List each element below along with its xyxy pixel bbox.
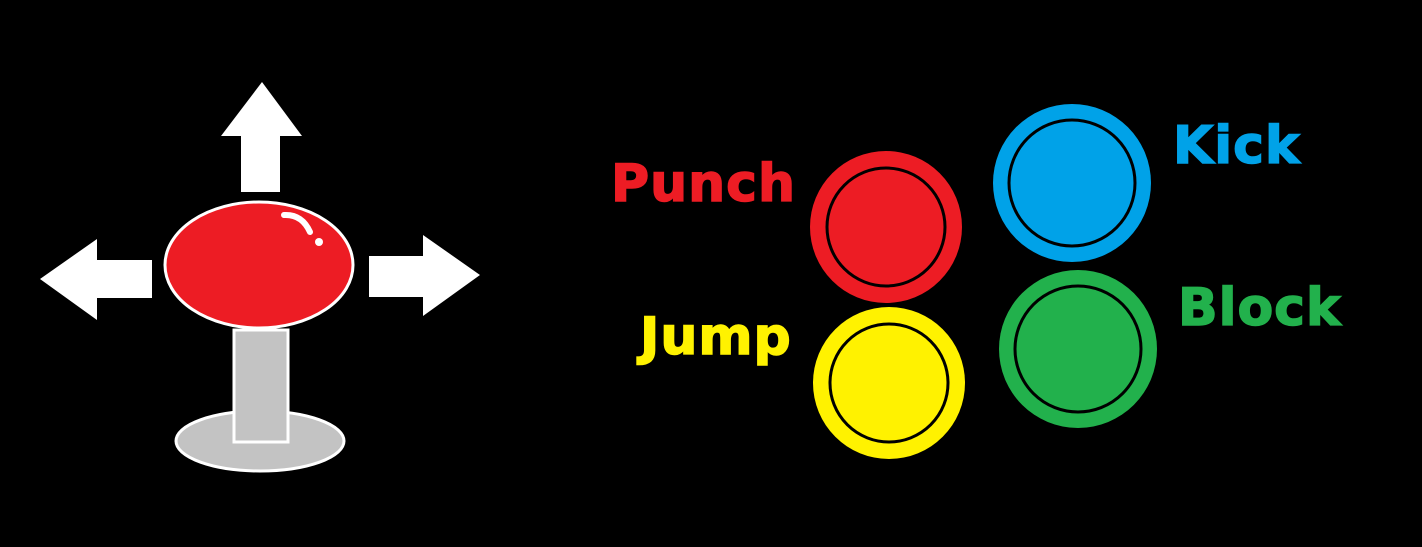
block-label: Block	[1177, 278, 1342, 338]
up-arrow-icon	[221, 82, 302, 192]
joystick-ball[interactable]	[163, 200, 355, 330]
kick-button[interactable]	[993, 104, 1151, 262]
punch-label: Punch	[610, 154, 796, 214]
block-button[interactable]	[999, 270, 1157, 428]
joystick-highlight-dot	[315, 238, 323, 246]
joystick-highlight	[281, 211, 313, 235]
jump-button[interactable]	[813, 307, 965, 459]
right-arrow-icon	[369, 235, 480, 316]
punch-button[interactable]	[810, 151, 962, 303]
jump-label: Jump	[639, 307, 792, 367]
joystick[interactable]	[40, 82, 480, 473]
left-arrow-icon	[40, 239, 152, 320]
joystick-shaft	[232, 328, 290, 444]
kick-label: Kick	[1172, 116, 1301, 176]
